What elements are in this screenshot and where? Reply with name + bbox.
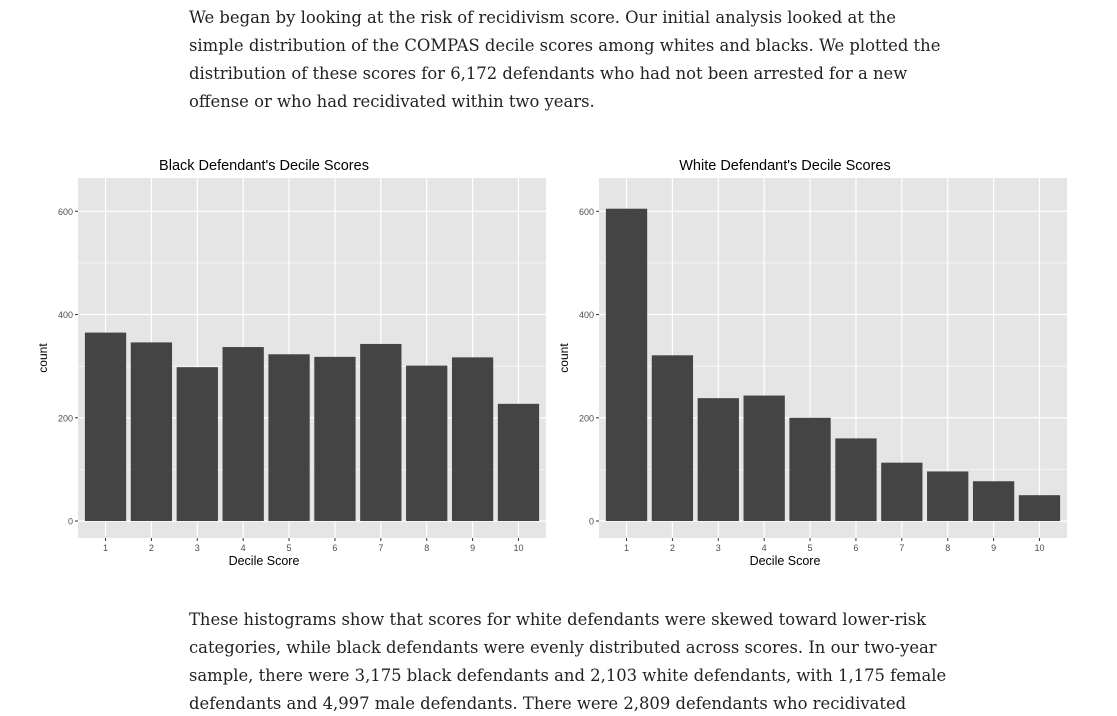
white-x-tick-label: 8 bbox=[945, 543, 950, 553]
black-y-axis-label: count bbox=[36, 343, 50, 373]
white-x-tick-label: 3 bbox=[716, 543, 721, 553]
white-y-tick-label: 400 bbox=[579, 310, 594, 320]
followup-line: sample, there were 3,175 black defendant… bbox=[189, 666, 947, 685]
white-y-axis-label: count bbox=[557, 343, 571, 373]
white-bar-10 bbox=[1018, 495, 1061, 521]
black-y-tick-label: 0 bbox=[68, 517, 73, 527]
intro-line: distribution of these scores for 6,172 d… bbox=[189, 64, 908, 83]
white-x-tick-label: 1 bbox=[624, 543, 629, 553]
black-bar-9 bbox=[451, 357, 494, 521]
black-bar-1 bbox=[84, 332, 127, 521]
white-x-tick-label: 10 bbox=[1034, 543, 1044, 553]
black-bar-6 bbox=[314, 356, 356, 521]
white-x-tick-label: 4 bbox=[762, 543, 767, 553]
white-y-tick-label: 0 bbox=[589, 517, 594, 527]
black-bar-3 bbox=[176, 367, 218, 521]
black-bar-10 bbox=[497, 403, 540, 521]
white-y-tick-label: 200 bbox=[579, 413, 594, 423]
black-bar-4 bbox=[222, 347, 264, 521]
white-x-tick-label: 2 bbox=[670, 543, 675, 553]
white-x-tick-label: 5 bbox=[808, 543, 813, 553]
black-y-tick-label: 400 bbox=[58, 310, 73, 320]
black-x-tick-label: 1 bbox=[103, 543, 108, 553]
black-x-tick-label: 5 bbox=[287, 543, 292, 553]
white-bar-2 bbox=[651, 355, 694, 521]
black-bar-2 bbox=[130, 342, 173, 521]
white-x-tick-label: 7 bbox=[899, 543, 904, 553]
white-y-tick-label: 600 bbox=[579, 207, 594, 217]
white-x-tick-label: 6 bbox=[853, 543, 858, 553]
black-bar-7 bbox=[360, 343, 402, 521]
white-bar-7 bbox=[881, 462, 923, 521]
white-bar-9 bbox=[972, 481, 1015, 521]
white-defendants-histogram: 0 200 400 600 1 2 3 4 5 6 7 8 9 10 White Defendant's D… bbox=[551, 150, 1071, 580]
white-chart-title: White Defendant's Decile Scores bbox=[679, 158, 891, 174]
black-chart-svg: 0 200 400 600 1 2 3 4 5 6 7 8 9 10 Black Defendant's D… bbox=[36, 158, 546, 568]
black-bar-8 bbox=[406, 365, 448, 521]
white-bar-6 bbox=[835, 438, 877, 521]
black-x-tick-label: 4 bbox=[241, 543, 246, 553]
followup-line: categories, while black defendants were … bbox=[189, 638, 937, 657]
intro-line: simple distribution of the COMPAS decile… bbox=[189, 36, 941, 55]
black-y-tick-label: 600 bbox=[58, 207, 73, 217]
black-x-tick-label: 2 bbox=[149, 543, 154, 553]
intro-line: offense or who had recidivated within tw… bbox=[189, 92, 595, 111]
intro-line: We began by looking at the risk of recid… bbox=[189, 8, 896, 27]
followup-line: These histograms show that scores for wh… bbox=[189, 610, 927, 629]
followup-line: defendants and 4,997 male defendants. Th… bbox=[189, 694, 907, 713]
white-bar-5 bbox=[789, 417, 831, 521]
black-x-tick-label: 6 bbox=[332, 543, 337, 553]
white-x-tick-label: 9 bbox=[991, 543, 996, 553]
followup-paragraph: These histograms show that scores for wh… bbox=[189, 606, 947, 716]
white-bar-3 bbox=[697, 398, 739, 521]
black-x-tick-label: 9 bbox=[470, 543, 475, 553]
black-x-tick-label: 3 bbox=[195, 543, 200, 553]
intro-paragraph: We began by looking at the risk of recid… bbox=[189, 4, 941, 116]
black-chart-title: Black Defendant's Decile Scores bbox=[159, 158, 369, 174]
black-x-axis-label: Decile Score bbox=[229, 554, 300, 568]
white-bar-4 bbox=[743, 395, 785, 521]
white-x-axis-label: Decile Score bbox=[750, 554, 821, 568]
white-bar-1 bbox=[605, 208, 648, 521]
black-x-tick-label: 10 bbox=[513, 543, 523, 553]
black-bar-5 bbox=[268, 354, 310, 521]
white-chart-svg: 0 200 400 600 1 2 3 4 5 6 7 8 9 10 White Defendant's D… bbox=[557, 158, 1067, 568]
black-defendants-histogram: 0 200 400 600 1 2 3 4 5 6 7 8 9 10 Black Defendant's D… bbox=[30, 150, 550, 580]
black-y-tick-label: 200 bbox=[58, 413, 73, 423]
white-bar-8 bbox=[927, 471, 969, 521]
black-x-tick-label: 7 bbox=[378, 543, 383, 553]
black-x-tick-label: 8 bbox=[424, 543, 429, 553]
